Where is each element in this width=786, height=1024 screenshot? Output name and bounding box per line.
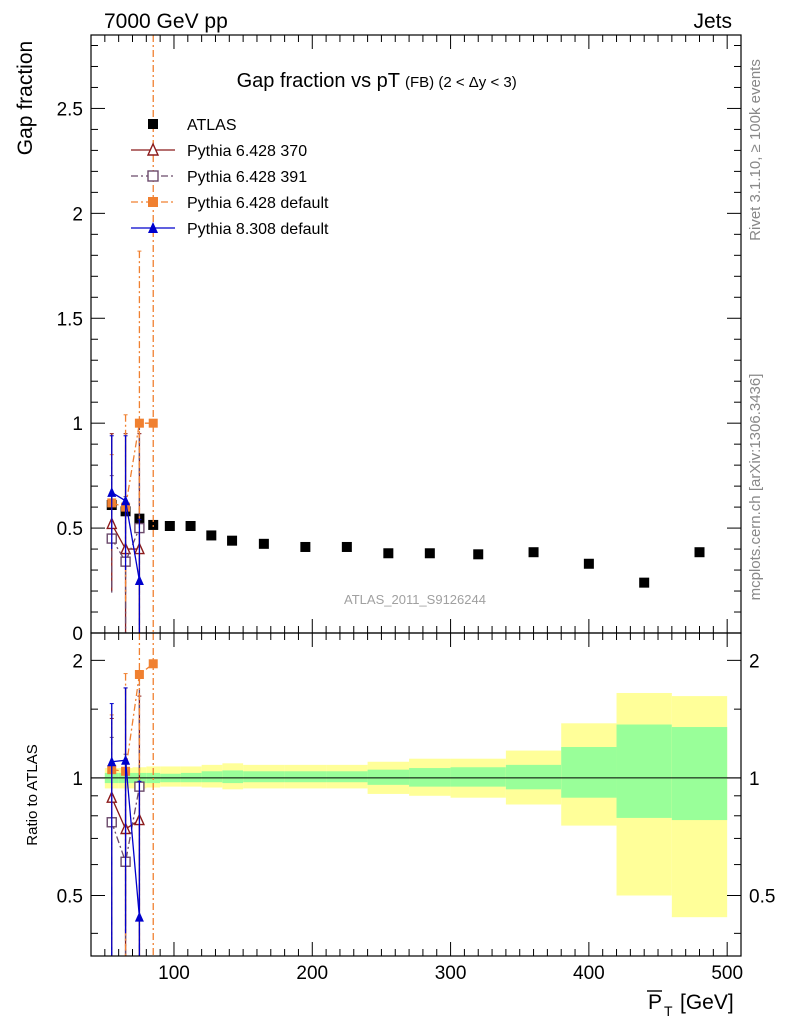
data-point [424, 548, 435, 559]
legend-marker [148, 222, 158, 233]
data-point [341, 541, 352, 552]
legend-marker [146, 142, 160, 156]
tick-label: 100 [158, 963, 190, 984]
series-pythia-6-428-default [107, 632, 158, 956]
data-point [694, 547, 705, 558]
data-point [583, 558, 594, 569]
data-point [148, 418, 158, 428]
ratio-band-inner [409, 768, 451, 787]
data-point [134, 418, 144, 428]
rivet-version-label: Rivet 3.1.10, ≥ 100k events [747, 59, 764, 241]
series-atlas [106, 500, 705, 588]
legend-entry: Pythia 8.308 default [131, 221, 329, 238]
data-point [473, 549, 484, 560]
legend-entry: Pythia 6.428 391 [131, 169, 307, 186]
ratio-band-inner [561, 747, 617, 798]
mcplots-reference-label: mcplots.cern.ch [arXiv:1306.3436] [747, 374, 764, 601]
data-point [107, 486, 117, 497]
data-point [164, 520, 175, 531]
data-point [148, 519, 159, 530]
tick-label: 500 [711, 963, 743, 984]
data-point [121, 754, 131, 765]
ratio-plot-frame [90, 632, 742, 957]
energy-label: 7000 GeV pp [104, 10, 228, 33]
data-point [383, 548, 394, 559]
legend-label: Pythia 6.428 391 [187, 169, 307, 186]
data-point [227, 535, 238, 546]
tick-label: 0 [72, 624, 83, 645]
ratio-band-inner [222, 770, 244, 784]
legend-label: ATLAS [187, 117, 237, 134]
ratio-band-inner [243, 771, 285, 783]
data-point [206, 530, 217, 541]
process-label: Jets [693, 10, 732, 33]
x-axis-label-unit: [GeV] [680, 991, 734, 1014]
tick-label: 2 [749, 651, 760, 672]
legend-label: Pythia 8.308 default [187, 221, 329, 238]
ratio-band-inner [616, 724, 672, 818]
ratio-plot-marks [106, 632, 158, 956]
series-pythia-8-308-default [107, 435, 144, 633]
axes-ticks: 0 0.5 1 1.5 2 2.5 0.5 0.5 1 1 2 2 100 200 300 400 500 [57, 35, 775, 984]
x-axis-label: P T [GeV] [647, 990, 734, 1019]
data-point [134, 575, 144, 586]
main-title-subtext: (FB) (2 < Δy < 3) [405, 74, 517, 91]
tick-label: 2.5 [57, 99, 83, 120]
ratio-band-inner [505, 764, 562, 790]
series-pythia-8-308-default [107, 687, 144, 956]
tick-label: 1 [72, 769, 83, 790]
tick-label: 400 [573, 963, 605, 984]
ratio-band-inner [201, 771, 223, 783]
tick-label: 2 [72, 204, 83, 225]
legend-entry: Pythia 6.428 370 [131, 142, 307, 160]
data-point [185, 520, 196, 531]
tick-label: 0.5 [57, 519, 83, 540]
main-y-axis-label: Gap fraction [14, 41, 37, 155]
ratio-y-axis-label: Ratio to ATLAS [24, 744, 41, 845]
ratio-band-inner [326, 771, 368, 783]
data-point [134, 911, 144, 922]
legend-marker [148, 197, 158, 207]
main-plot-marks [106, 34, 705, 633]
tick-label: 1 [72, 414, 83, 435]
ratio-band-inner [671, 727, 728, 821]
tick-label: 1 [749, 769, 760, 790]
tick-label: 2 [72, 651, 83, 672]
series-line [111, 663, 154, 772]
data-point [639, 577, 650, 588]
legend-label: Pythia 6.428 default [187, 195, 329, 212]
legend-entry: Pythia 6.428 default [131, 195, 329, 212]
data-point [134, 669, 144, 679]
legend-entry: ATLAS [148, 117, 237, 134]
series-line [111, 422, 154, 508]
ratio-uncertainty-bands [104, 692, 728, 918]
data-point [300, 541, 311, 552]
ratio-band-inner [367, 769, 410, 785]
tick-label: 1.5 [57, 309, 83, 330]
ratio-band-inner [450, 767, 506, 787]
tick-label: 200 [296, 963, 328, 984]
tick-label: 300 [435, 963, 467, 984]
tick-label: 0.5 [749, 887, 775, 908]
analysis-watermark: ATLAS_2011_S9126244 [344, 592, 486, 607]
legend-marker [147, 170, 159, 182]
main-plot-title: Gap fraction vs pT (FB) (2 < Δy < 3) [237, 70, 517, 92]
x-axis-label-subscript: T [664, 1003, 673, 1019]
main-title-text: Gap fraction vs pT [237, 70, 400, 92]
data-point [121, 495, 131, 506]
ratio-band-inner [284, 771, 327, 783]
x-axis-label-main: P [648, 991, 662, 1014]
data-point [528, 547, 539, 558]
legend-label: Pythia 6.428 370 [187, 143, 307, 160]
data-point [148, 659, 158, 669]
data-point [258, 538, 269, 549]
legend-marker [148, 119, 158, 129]
tick-label: 0.5 [57, 887, 83, 908]
data-point [107, 756, 117, 767]
legend: ATLAS Pythia 6.428 370 Pythia 6.428 391 Pyt… [131, 117, 329, 238]
